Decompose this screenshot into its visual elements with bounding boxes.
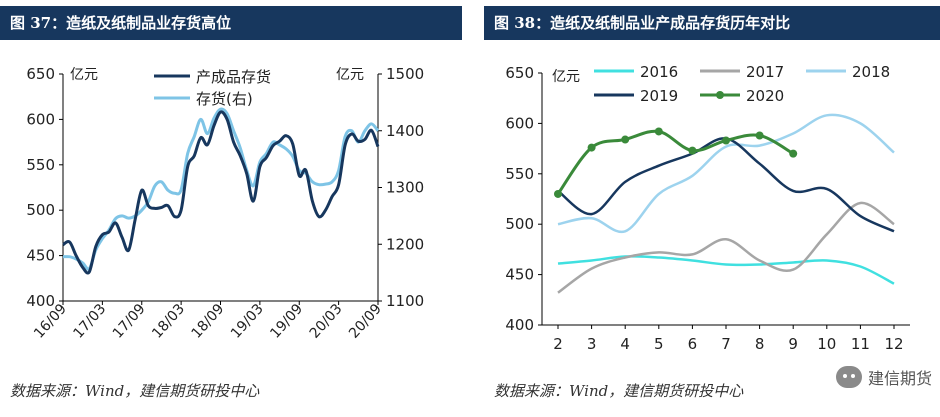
x-tick-label: 8 <box>755 335 765 353</box>
x-tick-label: 11 <box>851 335 870 353</box>
series-line-2017 <box>557 201 895 294</box>
right-y-tick-label: 1500 <box>386 65 424 83</box>
right-source-note: 数据来源：Wind，建信期货研投中心 <box>494 382 744 400</box>
legend-label: 2018 <box>852 63 890 81</box>
x-tick-label: 10 <box>817 335 836 353</box>
series-point-2020 <box>755 131 764 140</box>
series-line-2016 <box>557 255 895 285</box>
x-tick-label: 19/09 <box>267 301 306 342</box>
x-tick-label: 12 <box>884 335 903 353</box>
left-y-tick-label: 600 <box>26 110 55 128</box>
y-tick-label: 500 <box>505 215 534 233</box>
left-y-tick-label: 650 <box>26 65 55 83</box>
left-y-tick-label: 400 <box>26 292 55 310</box>
x-tick-label: 6 <box>688 335 698 353</box>
watermark: 建信期货 <box>835 365 932 389</box>
left-y-tick-label: 450 <box>26 247 55 265</box>
x-tick-label: 7 <box>721 335 731 353</box>
right-chart-title: 图 38：造纸及纸制品业产成品存货历年对比 <box>484 6 940 40</box>
series-point-2020 <box>654 127 663 136</box>
x-tick-label: 3 <box>587 335 597 353</box>
legend-label: 2017 <box>746 63 784 81</box>
left-chart-title: 图 37：造纸及纸制品业存货高位 <box>0 6 462 40</box>
left-chart: 400 450 500 550 600 650 1100 1200 1300 1400 1500 亿元… <box>26 65 424 342</box>
right-y-tick-label: 1400 <box>386 122 424 140</box>
left-panel: 图 37：造纸及纸制品业存货高位 400 450 500 550 600 650 1100 1… <box>0 0 462 417</box>
left-source-note: 数据来源：Wind，建信期货研投中心 <box>10 382 260 400</box>
x-tick-label: 18/03 <box>149 301 188 342</box>
legend-label: 产成品存货 <box>196 68 271 86</box>
wechat-icon <box>835 366 862 388</box>
watermark-text: 建信期货 <box>867 369 932 388</box>
legend-label: 2020 <box>746 87 784 105</box>
x-tick-label: 19/03 <box>228 301 267 342</box>
legend-label: 2016 <box>640 63 678 81</box>
right-chart: 400 450 500 550 600 650 亿元 2 3 4 5 6 7 8 9 10 11 12 2016 20… <box>505 63 910 353</box>
series-point-2020 <box>587 143 596 152</box>
series-point-2020 <box>621 135 630 144</box>
x-tick-label: 20/09 <box>346 301 385 342</box>
legend-label: 2019 <box>640 87 678 105</box>
x-tick-label: 5 <box>654 335 664 353</box>
series-line-finished-goods <box>62 110 380 275</box>
x-tick-label: 17/03 <box>70 301 109 342</box>
x-tick-label: 4 <box>620 335 630 353</box>
y-tick-label: 450 <box>505 266 534 284</box>
x-tick-label: 17/09 <box>110 301 149 342</box>
series-line-2018 <box>557 113 895 234</box>
x-tick-label: 18/09 <box>189 301 228 342</box>
right-y-tick-label: 1100 <box>386 292 424 310</box>
series-point-2020 <box>789 149 798 158</box>
legend-marker <box>716 91 724 99</box>
legend-label: 存货(右) <box>196 90 253 108</box>
right-y-tick-label: 1300 <box>386 179 424 197</box>
y-tick-label: 550 <box>505 165 534 183</box>
x-tick-label: 9 <box>788 335 798 353</box>
y-tick-label: 600 <box>505 114 534 132</box>
right-y-tick-label: 1200 <box>386 235 424 253</box>
y-tick-label: 650 <box>505 64 534 82</box>
series-line-2019 <box>557 137 895 233</box>
right-y-unit-label: 亿元 <box>336 67 364 83</box>
series-point-2020 <box>688 146 697 155</box>
left-y-tick-label: 550 <box>26 156 55 174</box>
series-point-2020 <box>722 136 730 145</box>
x-tick-label: 20/03 <box>307 301 346 342</box>
right-panel: 图 38：造纸及纸制品业产成品存货历年对比 400 450 500 550 600 650… <box>484 0 940 417</box>
y-unit-label: 亿元 <box>552 69 580 85</box>
left-y-tick-label: 500 <box>26 201 55 219</box>
y-tick-label: 400 <box>505 316 534 334</box>
series-line-inventory-right <box>62 107 380 271</box>
x-tick-label: 2 <box>553 335 563 353</box>
left-y-unit-label: 亿元 <box>70 67 98 83</box>
series-point-2020 <box>554 189 562 198</box>
